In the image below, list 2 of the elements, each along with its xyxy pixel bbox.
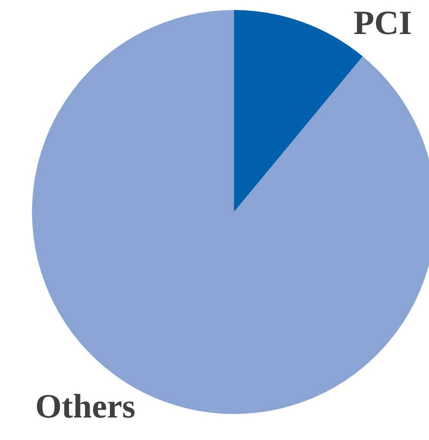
slice-label: PCI — [353, 5, 412, 42]
slice-label: Others — [35, 388, 136, 426]
